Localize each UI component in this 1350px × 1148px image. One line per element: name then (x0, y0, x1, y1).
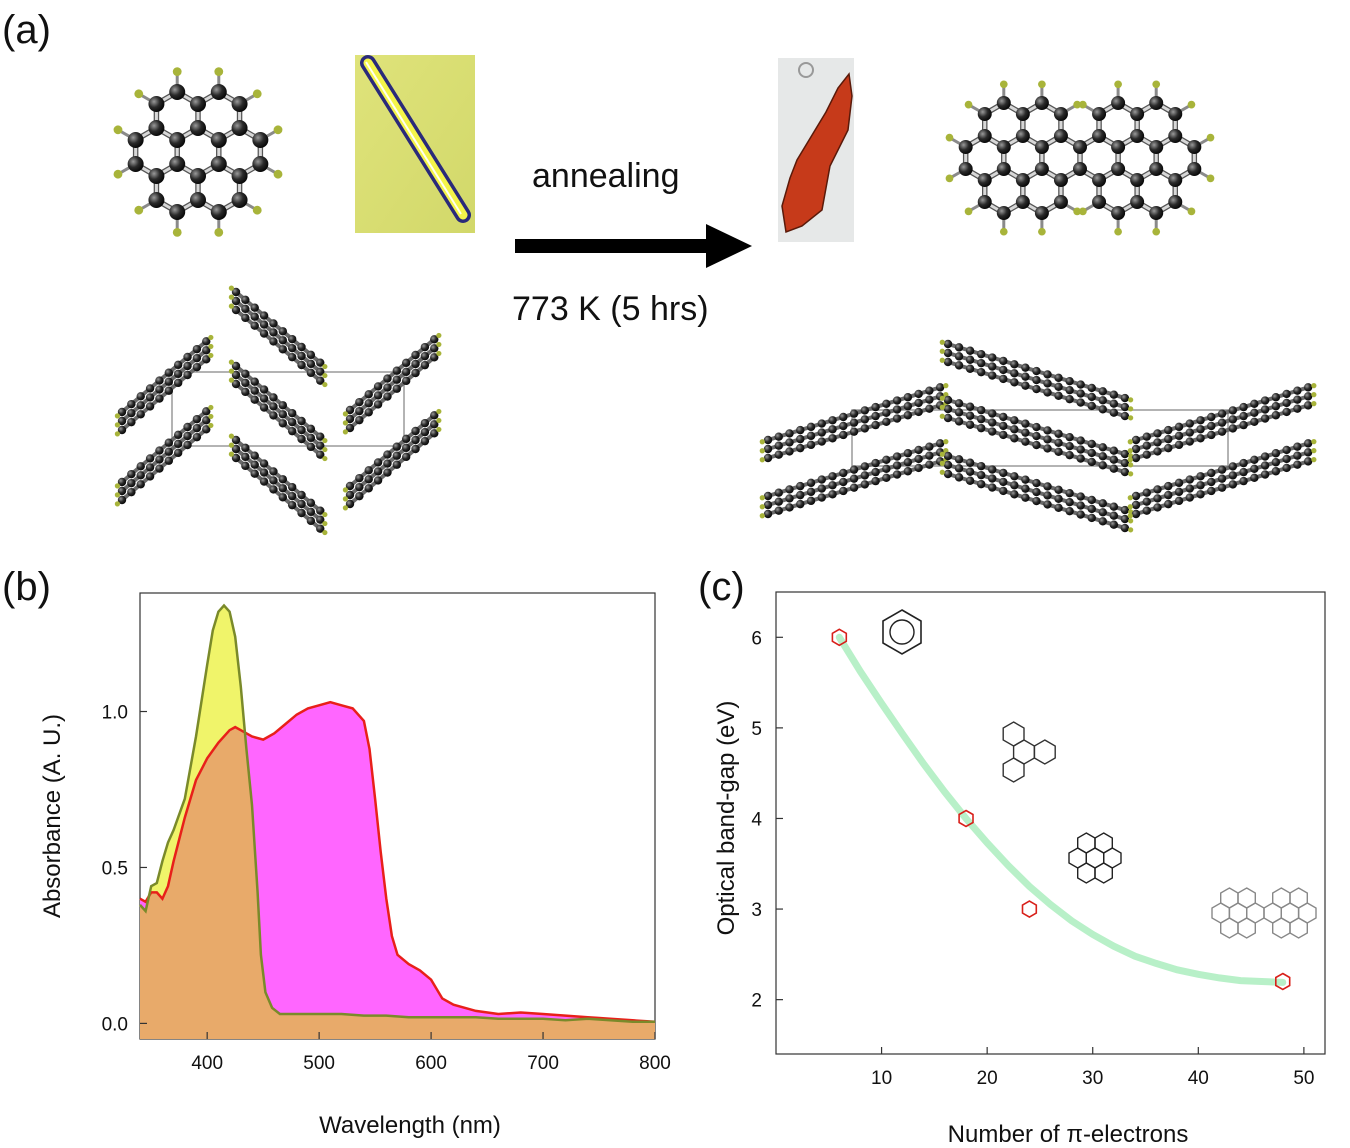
reaction-scheme: annealing 773 K (5 hrs) (113, 55, 1317, 536)
benzene-icon (882, 609, 922, 655)
x-tick-label: 500 (303, 1053, 335, 1074)
y-tick-label: 0.0 (102, 1014, 128, 1035)
bandgap-points (831, 628, 1291, 991)
y-tick-label: 3 (751, 900, 762, 921)
y-tick-label: 2 (751, 991, 762, 1012)
spectra-areas (139, 603, 656, 1039)
x-axis-label: Wavelength (nm) (319, 1112, 501, 1139)
reaction-arrow (515, 224, 752, 268)
coronene-molecule (113, 67, 283, 237)
x-tick-label: 800 (639, 1053, 671, 1074)
data-point (958, 809, 974, 828)
arrow-label-condition: 773 K (5 hrs) (512, 290, 709, 328)
data-point (1021, 900, 1038, 919)
y-axis-label: Optical band-gap (eV) (713, 701, 740, 936)
dicoronylene-molecule (945, 80, 1215, 236)
fit-curve (835, 633, 1287, 986)
y-tick-label: 5 (751, 719, 762, 740)
dicoronylene-icon (1211, 887, 1317, 939)
panel-label-b: (b) (2, 565, 51, 609)
x-tick-label: 30 (1082, 1068, 1103, 1089)
y-axis-label: Absorbance (A. U.) (39, 714, 66, 918)
x-tick-label: 600 (415, 1053, 447, 1074)
series-0-line (139, 603, 655, 1024)
spectra-ticks: 400 500 600 700 800 0.0 0.5 1.0 (102, 703, 671, 1074)
y-tick-label: 4 (751, 809, 762, 830)
plot-frame (775, 591, 1326, 1055)
dicoronylene-packing (759, 339, 1317, 533)
series-1-line (139, 700, 656, 1024)
x-tick-label: 10 (871, 1068, 892, 1089)
bandgap-ticks: 10 20 30 40 50 2 3 4 5 6 (751, 628, 1314, 1089)
y-tick-label: 6 (751, 628, 762, 649)
triphenylene-icon (1002, 721, 1056, 783)
coronene-crystal-photo (355, 55, 475, 233)
y-tick-label: 0.5 (102, 858, 128, 879)
dicoronylene-crystal-photo (778, 58, 854, 242)
x-tick-label: 20 (977, 1068, 998, 1089)
coronene-packing (114, 285, 442, 536)
y-tick-label: 1.0 (102, 703, 128, 724)
panel-label-c: (c) (698, 565, 745, 609)
x-tick-label: 400 (191, 1053, 223, 1074)
data-point (831, 628, 848, 647)
x-tick-label: 40 (1188, 1068, 1209, 1089)
panel-label-a: (a) (2, 8, 51, 52)
series-1-area (140, 702, 655, 1039)
absorbance-chart: 400 500 600 700 800 0.0 0.5 1.0 Wavelength (nm)… (39, 592, 671, 1139)
x-axis-label: Number of π-electrons (948, 1121, 1189, 1148)
fit-curve-group (835, 633, 1287, 986)
x-tick-label: 700 (527, 1053, 559, 1074)
coronene-icon (1068, 832, 1122, 884)
overlap-area (140, 727, 655, 1039)
x-tick-label: 50 (1293, 1068, 1314, 1089)
bandgap-chart: 10 20 30 40 50 2 3 4 5 6 Number of π-electrons Op… (713, 591, 1326, 1148)
data-point (1274, 972, 1291, 991)
arrow-label-annealing: annealing (532, 157, 679, 195)
